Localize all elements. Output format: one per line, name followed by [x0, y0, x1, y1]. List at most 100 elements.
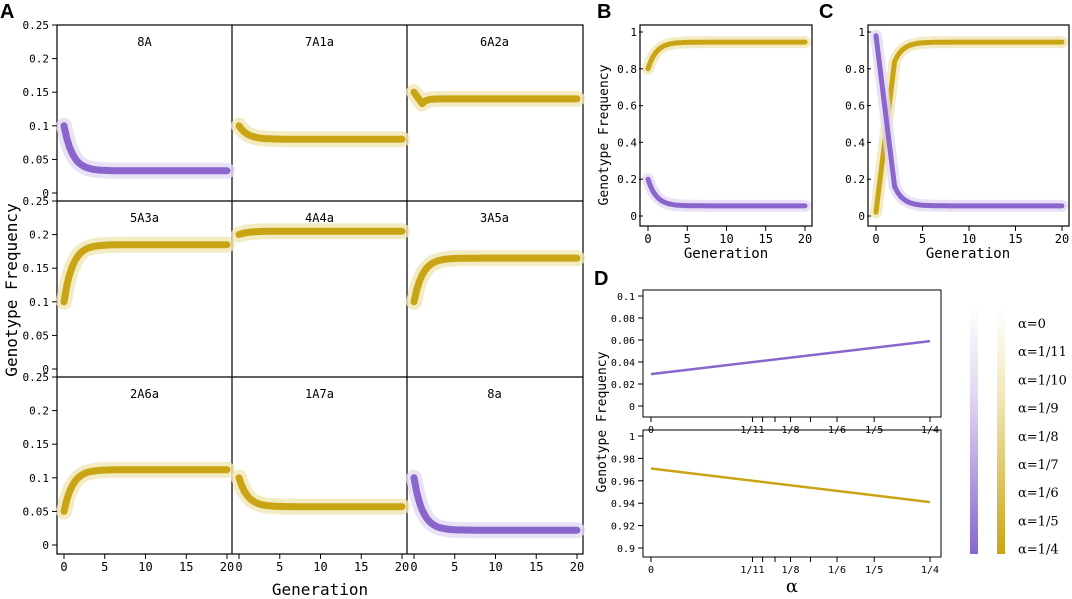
x-tick-label: 0	[235, 560, 242, 574]
y-tick-label: 0.25	[23, 371, 50, 384]
x-tick-label: 1/5	[865, 565, 883, 576]
x-tick-label: 10	[962, 232, 976, 246]
y-tick-label: 0.25	[23, 19, 50, 32]
series-line	[60, 466, 231, 515]
y-tick-label: 0.1	[29, 296, 49, 309]
y-tick-label: 0.8	[617, 63, 637, 76]
y-tick-label: 0.1	[29, 472, 49, 485]
y-tick-label: 0.02	[611, 380, 635, 391]
series-line	[873, 33, 1065, 209]
panel-d: 0 0.02 0.04 0.06 0.08 0.1 0 1/11 1/8 1/6 1/5 1/4 0.9…	[595, 289, 942, 597]
y-tick-label: 0.4	[845, 136, 865, 149]
x-tick-label: 15	[529, 560, 543, 574]
panel-label-d: D	[594, 268, 608, 290]
x-tick-label: 10	[719, 232, 733, 246]
x-tick-label: 15	[759, 232, 773, 246]
panel-a-xlabel: Generation	[272, 580, 368, 599]
legend-labels: α=0 α=1/11 α=1/10 α=1/9 α=1/8 α=1/7 α=1/6 α=1/5…	[1018, 317, 1067, 558]
panel-b-plot: 0 5 10 15 20 0 0.2 0.4 0.6 0.8 1	[617, 26, 812, 246]
y-tick-label: 0.1	[617, 292, 635, 303]
y-tick-label: 0	[630, 210, 637, 223]
y-tick-label: 1	[629, 432, 635, 443]
y-tick-label: 0.9	[617, 544, 635, 555]
legend-label: α=1/10	[1018, 373, 1067, 388]
series-line	[645, 176, 808, 209]
x-tick-label: 0	[648, 425, 654, 436]
y-tick-label: 0	[42, 363, 49, 376]
panel-a-y-axis: 00.050.10.150.20.2500.050.10.150.20.2500…	[23, 19, 57, 552]
panel-a: 8A 7A1a 6A2a 5A3a 4A4a 3A5a 2A6a 1A7a 8a 0 0.05 0.…	[2, 19, 585, 599]
x-tick-label: 5	[276, 560, 283, 574]
y-tick-label: 0.6	[617, 100, 637, 113]
x-tick-label: 15	[179, 560, 193, 574]
x-tick-label: 1/8	[781, 565, 799, 576]
legend-label: α=1/5	[1018, 514, 1059, 529]
y-tick-label: 0	[858, 210, 865, 223]
panel-c: 0 5 10 15 20 0 0.2 0.4 0.6 0.8 1 Generation	[845, 24, 1070, 262]
x-tick-label: 20	[570, 560, 584, 574]
series-line	[410, 474, 581, 534]
x-tick-label: 1/8	[781, 425, 799, 436]
x-tick-label: 1/6	[828, 425, 846, 436]
legend-label: α=0	[1018, 317, 1046, 332]
panel-d-ylabel: Genotype Frequency	[595, 351, 610, 492]
series-line	[235, 474, 406, 511]
subplot-title: 7A1a	[305, 35, 334, 49]
series-line	[645, 39, 808, 72]
x-tick-label: 5	[919, 232, 926, 246]
legend-bar-purple	[970, 308, 978, 554]
panel-bc-ylabel: Genotype Frequency	[597, 64, 612, 205]
legend-label: α=1/8	[1018, 430, 1059, 445]
x-tick-label: 20	[1055, 232, 1069, 246]
legend-bar-gold	[997, 308, 1005, 554]
subplot-title: 8A	[137, 35, 152, 49]
y-tick-label: 0.08	[611, 314, 635, 325]
subplot-title: 2A6a	[130, 387, 159, 401]
x-tick-label: 0	[872, 232, 879, 246]
panel-c-plot: 0 5 10 15 20 0 0.2 0.4 0.6 0.8 1	[845, 26, 1069, 246]
panel-label-c: C	[819, 1, 833, 23]
x-tick-label: 5	[684, 232, 691, 246]
series-line	[235, 122, 406, 143]
x-tick-label: 20	[395, 560, 409, 574]
subplot-4A4a: 4A4a	[231, 211, 410, 243]
y-tick-label: 0.05	[23, 329, 50, 342]
subplot-3A5a: 3A5a	[406, 211, 585, 310]
y-tick-label: 0.2	[29, 405, 49, 418]
y-tick-label: 0.05	[23, 153, 50, 166]
subplot-1A7a: 1A7a	[231, 387, 410, 515]
y-tick-label: 0.6	[845, 100, 865, 113]
y-tick-label: 0.94	[611, 499, 635, 510]
x-tick-label: 15	[354, 560, 368, 574]
panel-a-subplots: 8A 7A1a 6A2a 5A3a 4A4a 3A5a 2A6a 1A7a 8a	[56, 35, 585, 539]
panel-label-b: B	[597, 1, 611, 23]
x-tick-label: 0	[410, 560, 417, 574]
panel-label-a: A	[0, 1, 14, 23]
subplot-title: 5A3a	[130, 211, 159, 225]
subplot-title: 4A4a	[305, 211, 334, 225]
legend-label: α=1/11	[1018, 345, 1067, 360]
x-tick-label: 15	[1008, 232, 1022, 246]
y-tick-label: 0.04	[611, 358, 635, 369]
y-tick-label: 0.2	[29, 53, 49, 66]
panel-a-ylabel: Genotype Frequency	[2, 203, 21, 377]
y-tick-label: 0.4	[617, 136, 637, 149]
y-tick-label: 0.15	[23, 262, 50, 275]
panel-b-frame	[639, 24, 813, 227]
x-tick-label: 0	[644, 232, 651, 246]
x-tick-label: 1/11	[740, 425, 764, 436]
legend-label: α=1/7	[1018, 458, 1059, 473]
series-band	[406, 250, 585, 310]
series-line	[60, 122, 231, 175]
panel-b: 0 5 10 15 20 0 0.2 0.4 0.6 0.8 1 Genotype Frequenc…	[597, 24, 813, 262]
panel-c-xlabel: Generation	[926, 246, 1010, 262]
legend-label: α=1/6	[1018, 486, 1059, 501]
series-band	[406, 469, 585, 539]
panel-d-xlabel: α	[786, 576, 798, 597]
y-tick-label: 0	[629, 402, 635, 413]
series-line	[60, 241, 231, 306]
y-tick-label: 0.2	[29, 229, 49, 242]
series-line	[873, 39, 1065, 215]
subplot-6A2a: 6A2a	[406, 35, 585, 112]
